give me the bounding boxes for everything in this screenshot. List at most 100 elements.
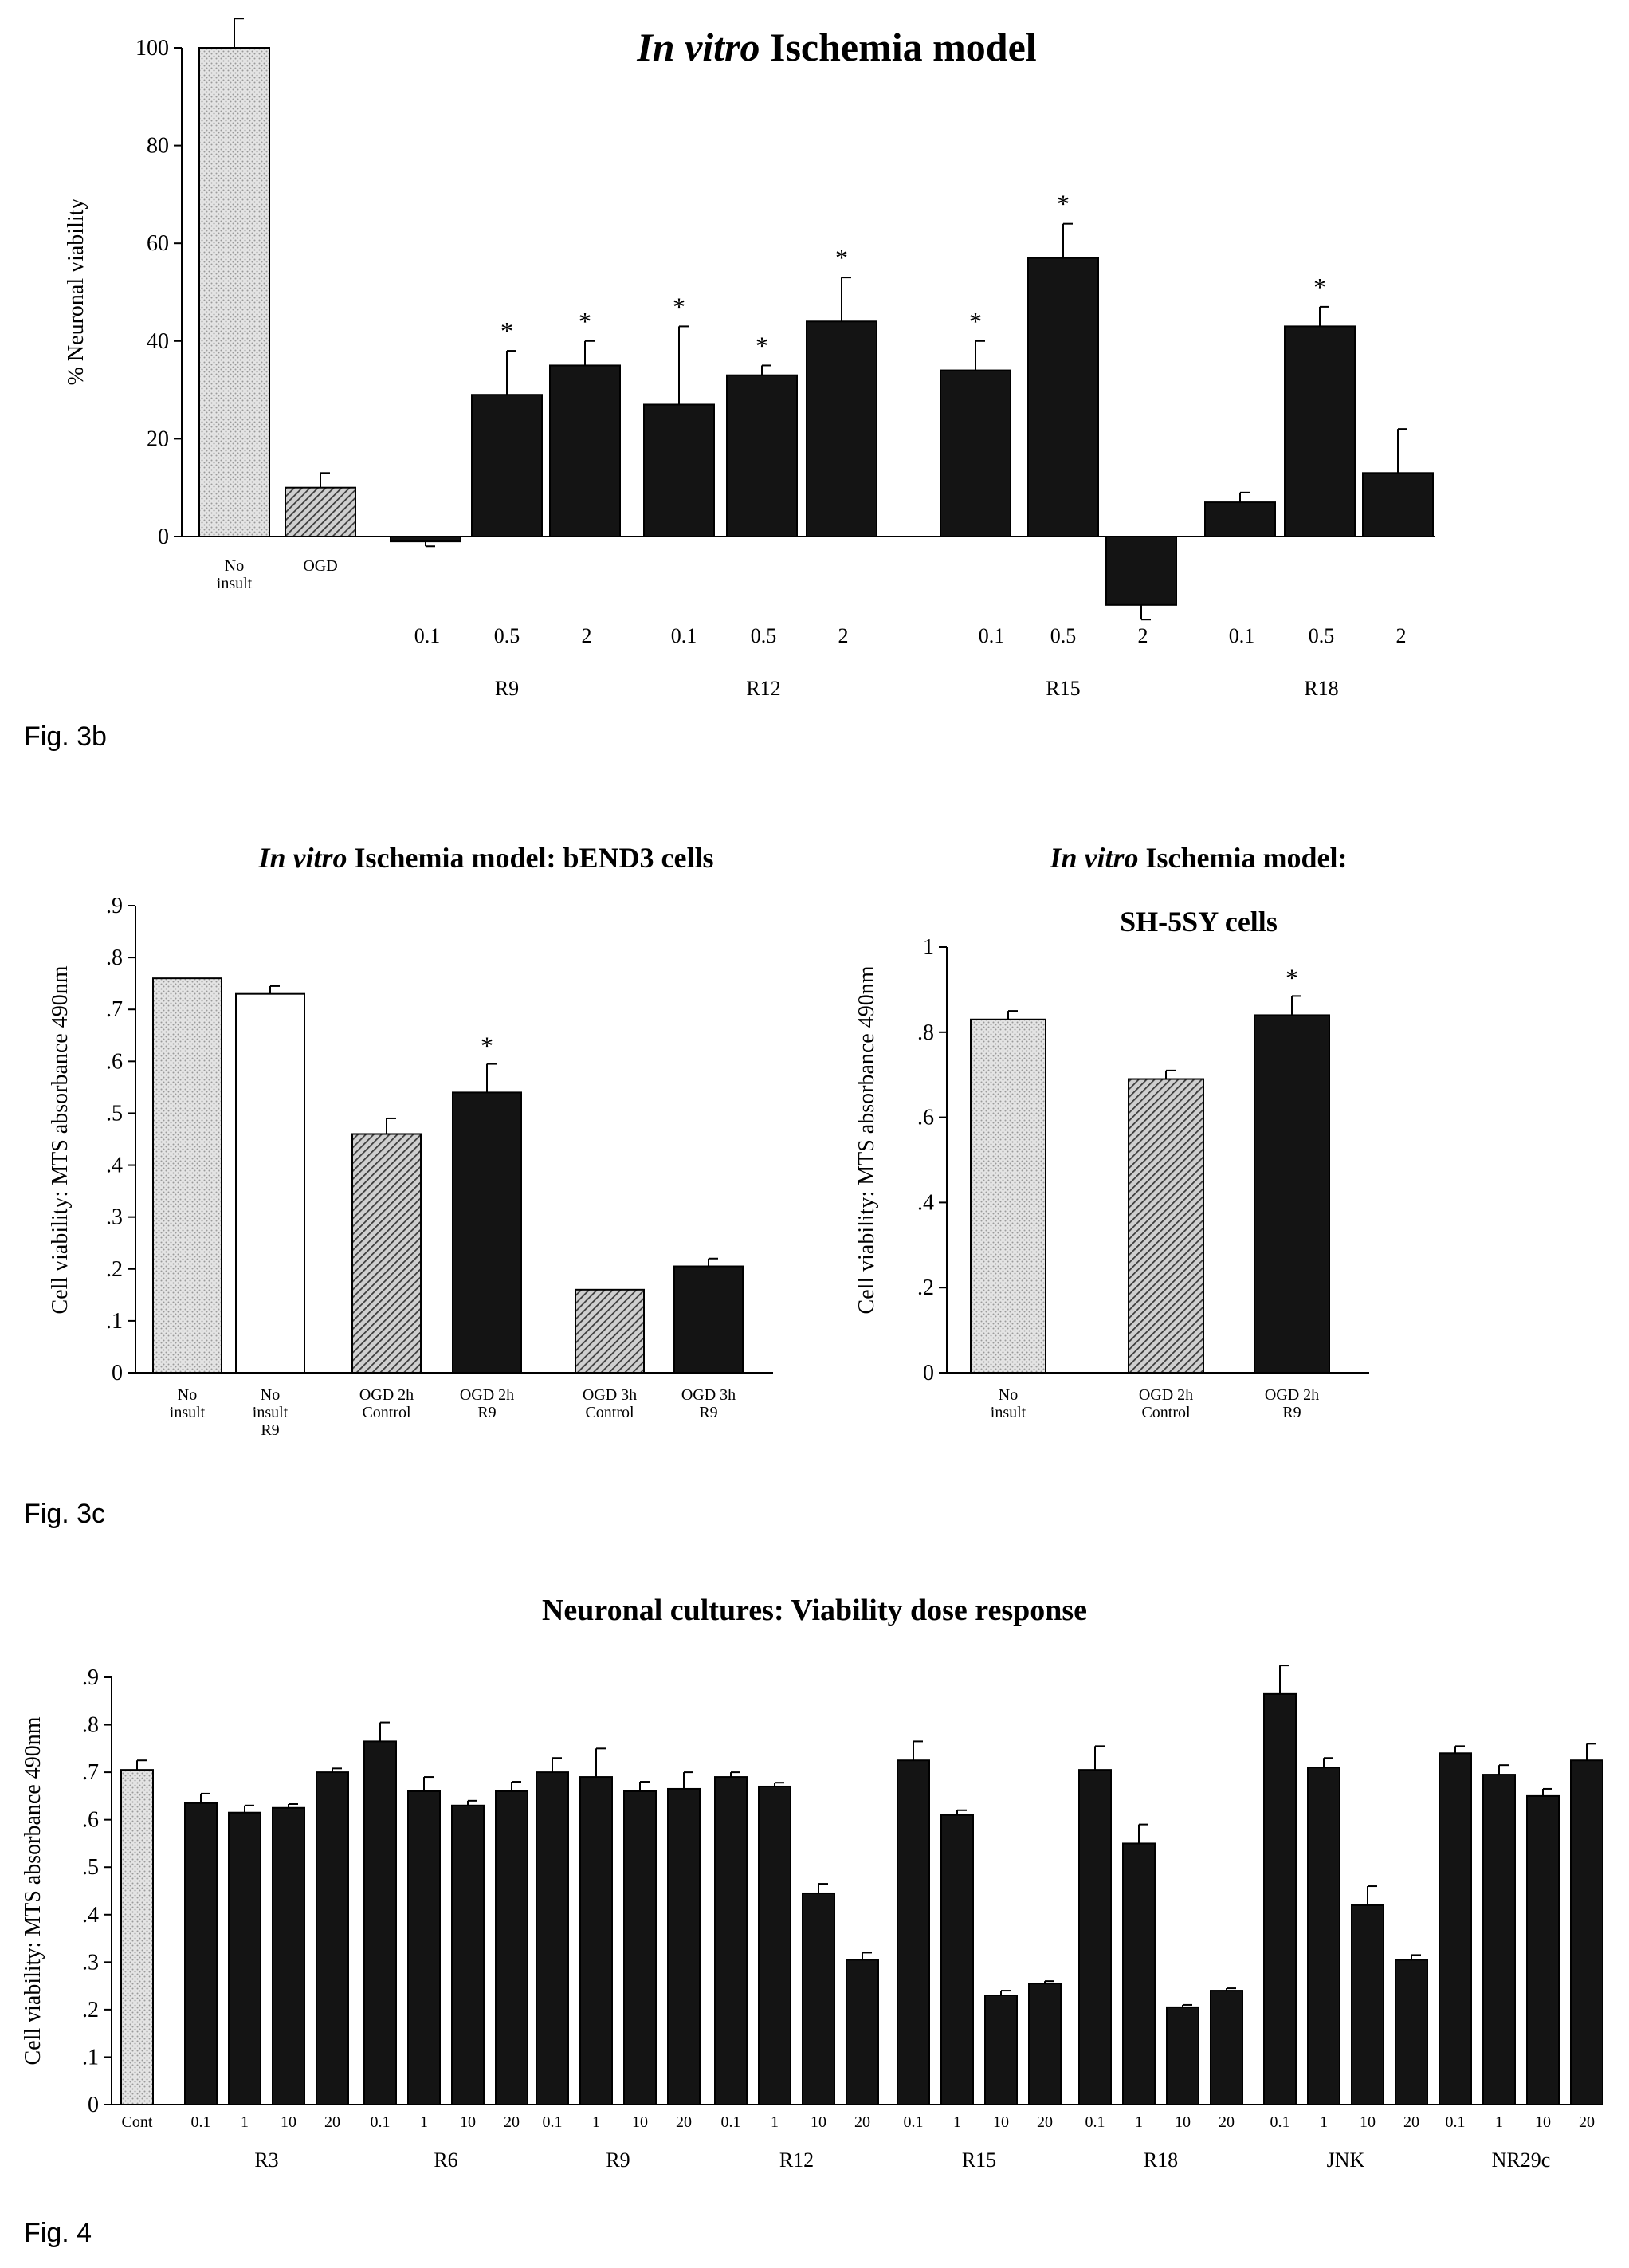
bar [1028,1983,1062,2105]
bar [407,1790,441,2106]
category-label: insult [991,1404,1026,1421]
y-tick-label: .1 [82,2045,99,2070]
chart-title-rest: Ischemia model: [1139,842,1348,874]
category-label: No [225,557,244,575]
bar [575,1288,645,1374]
y-tick-label: .4 [917,1190,934,1215]
group-label: JNK [1327,2148,1365,2172]
y-tick-label: .6 [106,1049,123,1074]
dose-label: 0.1 [191,2113,211,2131]
significance-star: * [1057,190,1070,218]
significance-star: * [969,307,982,336]
bar [390,536,461,543]
y-tick-label: .8 [917,1020,934,1045]
significance-star: * [756,331,768,360]
group-label: R12 [746,677,780,700]
fig3c-label: Fig. 3c [24,1499,106,1529]
bar [806,320,877,537]
significance-star: * [1286,963,1298,992]
bar [643,403,715,537]
category-label: Control [1141,1404,1191,1421]
y-tick-label: .3 [82,1950,99,1975]
bar [1128,1078,1204,1374]
dose-label: 2 [838,624,849,647]
dose-label: 20 [676,2113,692,2131]
bar [120,1769,154,2105]
bar [198,47,270,537]
y-axis-label: Cell viability: MTS absorbance 490nm [21,1716,45,2065]
dose-label: 1 [771,2113,779,2131]
dose-label: 20 [324,2113,340,2131]
category-label: OGD [303,557,337,575]
dose-label: 20 [1219,2113,1235,2131]
fig4-label: Fig. 4 [24,2218,92,2248]
chart-title-rest: Ischemia model: bEND3 cells [347,842,714,874]
bar [1105,536,1177,606]
bar [1351,1904,1384,2106]
category-label: insult [253,1404,289,1421]
group-label: R3 [254,2148,278,2172]
bar [726,374,798,537]
dose-label: 0.1 [1229,624,1255,647]
category-label: OGD 2h [1139,1386,1193,1404]
group-label: R15 [962,2148,996,2172]
category-label: OGD 2h [1265,1386,1319,1404]
bar [673,1265,744,1374]
dose-label: 10 [281,2113,296,2131]
bar [714,1776,748,2105]
y-tick-label: .3 [106,1205,123,1230]
y-tick-label: 20 [147,426,169,451]
bar [536,1771,569,2105]
group-label: R12 [779,2148,814,2172]
dose-label: 20 [1403,2113,1419,2131]
y-tick-label: .6 [82,1808,99,1833]
y-tick-label: .2 [917,1276,934,1300]
dose-label: 10 [460,2113,476,2131]
y-tick-label: .9 [106,894,123,918]
dose-label: 2 [1138,624,1148,647]
dose-label: 0.1 [721,2113,741,2131]
y-axis-label: Cell viability: MTS absorbance 490nm [854,965,879,1314]
dose-label: 0.1 [1446,2113,1466,2131]
dose-label: 10 [632,2113,648,2131]
y-tick-label: .8 [82,1713,99,1738]
bar [1210,1990,1243,2105]
bar [897,1759,930,2105]
bar [235,992,305,1374]
category-label: Control [362,1404,411,1421]
dose-label: 2 [1396,624,1407,647]
y-tick-label: .7 [82,1760,99,1785]
dose-label: 10 [1535,2113,1551,2131]
y-tick-label: .9 [82,1665,99,1690]
category-label: insult [170,1404,206,1421]
category-label: Control [585,1404,634,1421]
group-label: R18 [1304,677,1338,700]
y-tick-label: 1 [923,935,934,960]
bar [1204,501,1276,538]
dose-label: 0.1 [1270,2113,1290,2131]
dose-label: 0.5 [751,624,777,647]
dose-label: 0.1 [904,2113,924,2131]
bar [316,1771,349,2105]
bar [1078,1769,1112,2105]
category-label: R9 [477,1404,496,1421]
dose-label: 20 [1579,2113,1595,2131]
y-tick-label: 40 [147,329,169,354]
bar [940,369,1011,537]
fig3b-label: Fig. 3b [24,721,107,752]
significance-star: * [481,1032,493,1060]
bar [1362,472,1434,537]
bar [579,1776,613,2105]
bar [970,1018,1046,1374]
bar [1284,325,1356,537]
category-label: No [261,1386,280,1404]
dose-label: 0.1 [371,2113,391,2131]
category-label: R9 [699,1404,717,1421]
dose-label: 20 [1037,2113,1053,2131]
bar [1263,1692,1297,2106]
bar [152,977,222,1374]
bar [471,394,543,538]
significance-star: * [500,316,513,345]
chart-title-italic: In vitro [1050,842,1139,874]
